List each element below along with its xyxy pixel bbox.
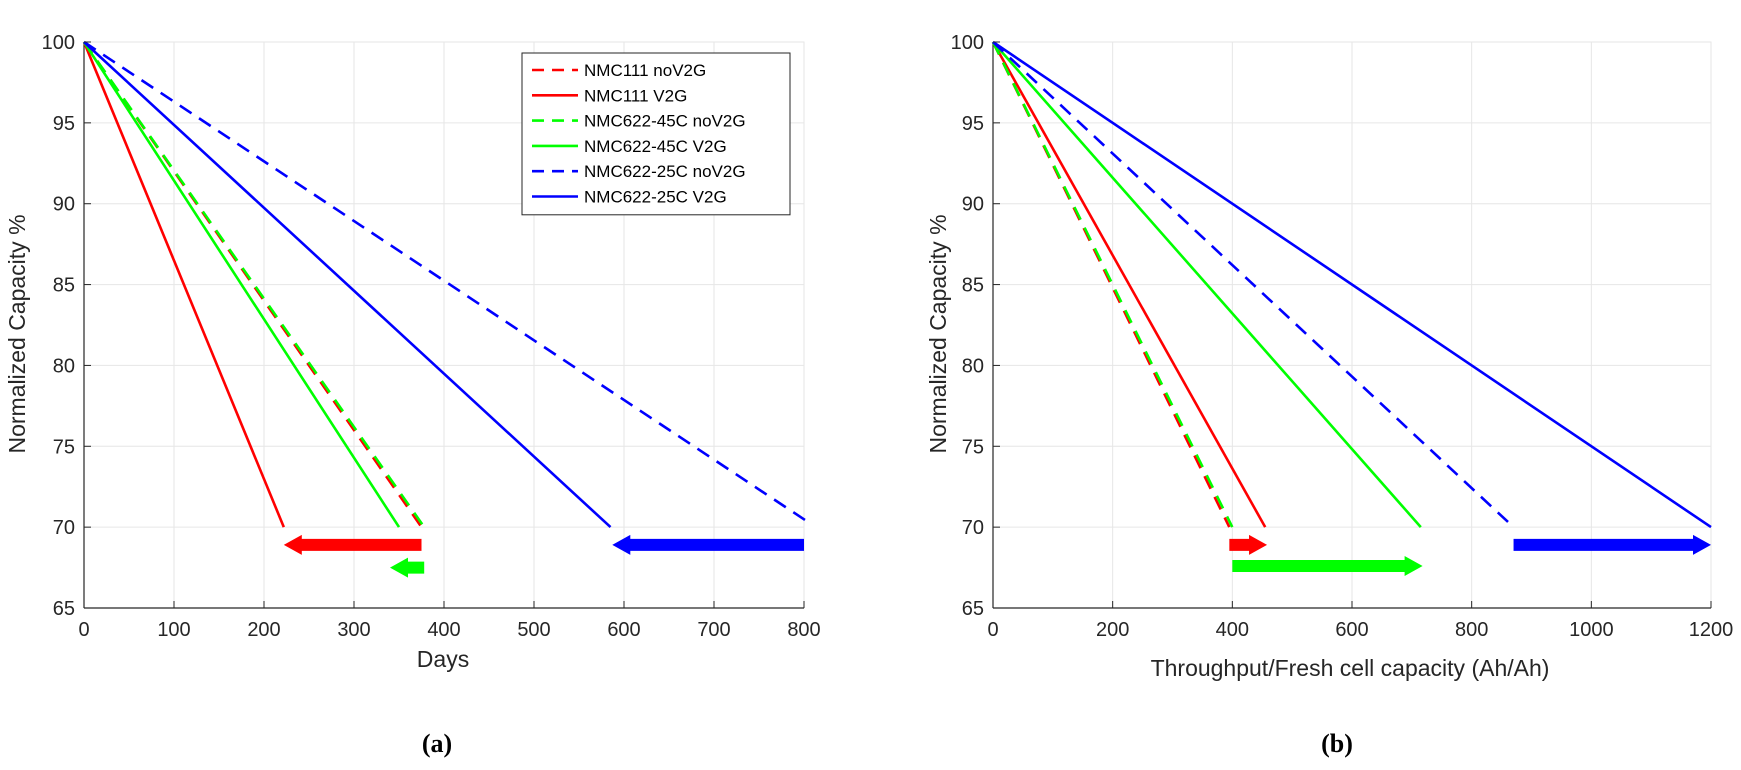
legend-label: NMC622-45C V2G [584, 137, 727, 156]
x-tick-label: 300 [337, 619, 370, 641]
series-line [82, 41, 426, 528]
series-line [82, 41, 401, 528]
x-tick-label: 400 [427, 619, 460, 641]
x-tick-label: 100 [157, 619, 190, 641]
y-tick-label: 100 [951, 32, 984, 54]
x-tick-label: 800 [1455, 619, 1488, 641]
y-tick-label: 75 [962, 436, 984, 458]
chart-a-ticks: 0 100 200 300 400 500 600 700 800 65 70 75 80 85 90 95 1… [42, 32, 821, 641]
chart-b-panel-label: (b) [1321, 729, 1353, 758]
legend-label: NMC622-25C noV2G [584, 162, 746, 181]
shift-arrow [390, 557, 425, 578]
y-tick-label: 70 [53, 517, 75, 539]
chart-b: 0 200 400 600 800 1000 1200 65 70 75 80 85 90 95 100 T… [925, 32, 1733, 758]
x-tick-label: 500 [517, 619, 550, 641]
chart-a: 0 100 200 300 400 500 600 700 800 65 70 75 80 85 90 95 1… [4, 32, 821, 758]
x-tick-label: 700 [697, 619, 730, 641]
chart-b-series [991, 40, 1712, 529]
series-line [991, 41, 1267, 528]
y-tick-label: 65 [962, 598, 984, 620]
series-line [82, 41, 286, 528]
series-line [991, 41, 1234, 528]
x-tick-label: 0 [987, 619, 998, 641]
chart-b-ticks: 0 200 400 600 800 1000 1200 65 70 75 80 85 90 95 100 [951, 32, 1734, 641]
series-line [83, 41, 612, 529]
x-tick-label: 1200 [1689, 619, 1734, 641]
x-tick-label: 400 [1216, 619, 1249, 641]
x-tick-label: 600 [1335, 619, 1368, 641]
shift-arrow [1232, 555, 1423, 576]
chart-a-legend: NMC111 noV2G NMC111 V2G NMC622-45C noV2G NM… [521, 52, 791, 216]
y-tick-label: 75 [53, 436, 75, 458]
series-line [991, 41, 1231, 528]
series-line [992, 41, 1515, 529]
y-tick-label: 65 [53, 598, 75, 620]
y-tick-label: 80 [53, 355, 75, 377]
y-tick-label: 100 [42, 32, 75, 54]
x-tick-label: 1000 [1569, 619, 1614, 641]
x-tick-label: 200 [1096, 619, 1129, 641]
chart-b-x-label: Throughput/Fresh cell capacity (Ah/Ah) [1151, 655, 1550, 681]
y-tick-label: 95 [962, 113, 984, 135]
series-line [992, 41, 1422, 528]
legend-label: NMC622-25C V2G [584, 188, 727, 207]
chart-a-arrows [283, 534, 804, 578]
chart-a-series [82, 40, 810, 529]
y-tick-label: 90 [53, 194, 75, 216]
chart-a-y-label: Normalized Capacity % [4, 214, 30, 453]
y-tick-label: 80 [962, 355, 984, 377]
y-tick-label: 90 [962, 194, 984, 216]
y-tick-label: 70 [962, 517, 984, 539]
shift-arrow [1513, 534, 1711, 555]
shift-arrow [612, 534, 804, 555]
y-tick-label: 95 [53, 113, 75, 135]
y-tick-label: 85 [962, 275, 984, 297]
series-line [992, 40, 1712, 529]
chart-a-panel-label: (a) [422, 729, 452, 758]
chart-b-y-label: Normalized Capacity % [925, 214, 951, 453]
chart-b-grid [993, 42, 1711, 608]
legend-label: NMC111 V2G [584, 86, 687, 105]
x-tick-label: 800 [787, 619, 820, 641]
x-tick-label: 200 [247, 619, 280, 641]
shift-arrow [283, 534, 422, 555]
y-tick-label: 85 [53, 275, 75, 297]
x-tick-label: 0 [78, 619, 89, 641]
chart-b-arrows [1229, 534, 1711, 576]
legend-label: NMC111 noV2G [584, 61, 706, 80]
x-tick-label: 600 [607, 619, 640, 641]
legend-label: NMC622-45C noV2G [584, 112, 746, 131]
chart-a-x-label: Days [417, 646, 469, 672]
shift-arrow [1229, 534, 1268, 555]
legend-box [521, 52, 791, 216]
series-line [83, 40, 810, 524]
